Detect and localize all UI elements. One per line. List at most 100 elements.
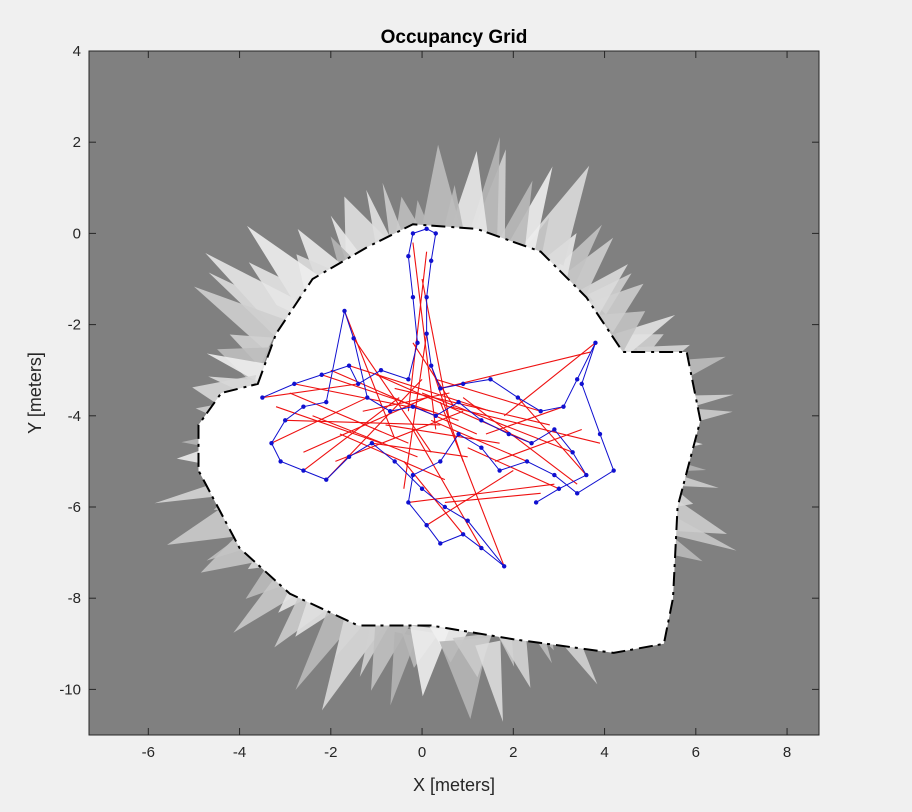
trajectory-node xyxy=(342,308,347,314)
loop-closure-edge xyxy=(462,397,578,485)
trajectory-node xyxy=(438,459,443,464)
trajectory-node xyxy=(406,377,411,382)
loop-closure-edge xyxy=(407,251,428,412)
trajectory-node xyxy=(570,450,575,455)
trajectory-node xyxy=(365,395,370,400)
trajectory-node xyxy=(410,295,416,300)
y-axis-label: Y [meters] xyxy=(25,352,45,434)
trajectory-node xyxy=(561,404,566,409)
y-tick-label: -8 xyxy=(68,590,81,607)
trajectory-node xyxy=(424,226,429,232)
trajectory-node xyxy=(433,231,438,236)
trajectory-node xyxy=(479,445,484,450)
trajectory-node xyxy=(324,477,329,482)
trajectory-node xyxy=(479,418,484,423)
trajectory-node xyxy=(584,472,589,478)
trajectory-node xyxy=(456,431,461,437)
trajectory-node xyxy=(392,459,397,464)
trajectory-node xyxy=(406,500,411,505)
trajectory-node xyxy=(524,459,530,464)
y-tick-label: -10 xyxy=(59,681,81,698)
loop-closure-edge xyxy=(440,351,592,389)
loop-closure-edge xyxy=(467,447,560,490)
loop-closure-layer xyxy=(262,242,601,567)
loop-closure-edge xyxy=(275,406,382,444)
trajectory-node xyxy=(269,440,274,446)
trajectory-node xyxy=(410,404,416,409)
loop-closure-edge xyxy=(348,365,491,412)
trajectory-node xyxy=(282,418,288,423)
laser-ray xyxy=(371,613,411,691)
x-tick-label: 4 xyxy=(600,744,608,761)
loop-closure-edge xyxy=(343,310,396,439)
trajectory-node xyxy=(387,409,393,414)
trajectory-node xyxy=(428,258,434,263)
loop-closure-edge xyxy=(262,383,359,399)
trajectory-node xyxy=(593,340,598,346)
loop-closure-edge xyxy=(494,428,582,462)
laser-ray xyxy=(247,225,320,302)
loop-closure-edge xyxy=(321,374,459,421)
trajectory-node xyxy=(611,468,616,473)
y-tick-label: 2 xyxy=(73,134,81,151)
loop-closure-edge xyxy=(412,242,437,430)
trajectory-path xyxy=(262,228,615,567)
trajectory-node xyxy=(378,368,384,373)
trajectory-node xyxy=(301,468,306,473)
x-tick-label: -4 xyxy=(233,744,246,761)
trajectory-node xyxy=(346,454,352,460)
laser-ray xyxy=(475,640,503,722)
trajectory-node xyxy=(497,468,502,473)
trajectory-node xyxy=(410,231,416,236)
trajectory-node xyxy=(319,372,324,377)
trajectory-node xyxy=(529,440,534,446)
trajectory-node xyxy=(351,336,356,341)
trajectory-node xyxy=(479,545,484,551)
trajectory-node xyxy=(419,486,425,491)
loop-closure-edge xyxy=(271,397,368,444)
loop-closure-edge xyxy=(303,397,400,471)
loop-closure-edge xyxy=(325,378,423,481)
x-tick-label: 0 xyxy=(418,744,426,761)
x-tick-label: 2 xyxy=(509,744,517,761)
loop-closure-edge xyxy=(430,419,528,462)
loop-closure-edge xyxy=(394,387,550,426)
trajectory-node xyxy=(552,472,557,478)
laser-ray xyxy=(206,353,267,384)
laser-ray xyxy=(418,144,465,245)
loop-closure-edge xyxy=(444,492,541,503)
trajectory-node xyxy=(501,564,507,569)
trajectory-node xyxy=(574,491,580,496)
loop-closure-edge xyxy=(435,378,541,412)
x-tick-label: 6 xyxy=(692,744,700,761)
trajectory-node xyxy=(533,500,539,505)
trajectory-node xyxy=(556,486,562,491)
axis-ticks: -6 -4 -2 0 2 4 6 8 4 2 0 -2 -4 -6 -8 -10 xyxy=(59,43,819,761)
loop-closure-edge xyxy=(285,419,441,426)
trajectory-node xyxy=(574,377,580,382)
trajectory-node xyxy=(355,381,361,387)
trajectory-node xyxy=(278,459,283,464)
x-tick-label: -2 xyxy=(324,744,337,761)
trajectory-node xyxy=(428,363,434,368)
trajectory-node xyxy=(406,254,411,259)
laser-ray xyxy=(615,315,676,356)
loop-closure-edge xyxy=(430,365,464,462)
trajectory-node xyxy=(456,399,461,405)
trajectory-node xyxy=(424,295,429,300)
loop-closure-edge xyxy=(385,424,500,444)
loop-closure-edge xyxy=(339,433,446,481)
trajectory-node xyxy=(506,431,511,437)
y-tick-label: -6 xyxy=(68,499,81,516)
trajectory-node xyxy=(433,413,438,418)
trajectory-node xyxy=(552,427,557,432)
trajectory-node xyxy=(488,377,493,382)
trajectory-layer xyxy=(260,226,616,569)
trajectory-node xyxy=(538,409,543,414)
y-tick-label: -4 xyxy=(68,408,81,425)
trajectory-node xyxy=(579,381,584,387)
trajectory-node xyxy=(324,399,329,405)
loop-closure-edge xyxy=(353,337,432,453)
laser-ray xyxy=(588,283,644,333)
trajectory-node xyxy=(260,395,265,400)
